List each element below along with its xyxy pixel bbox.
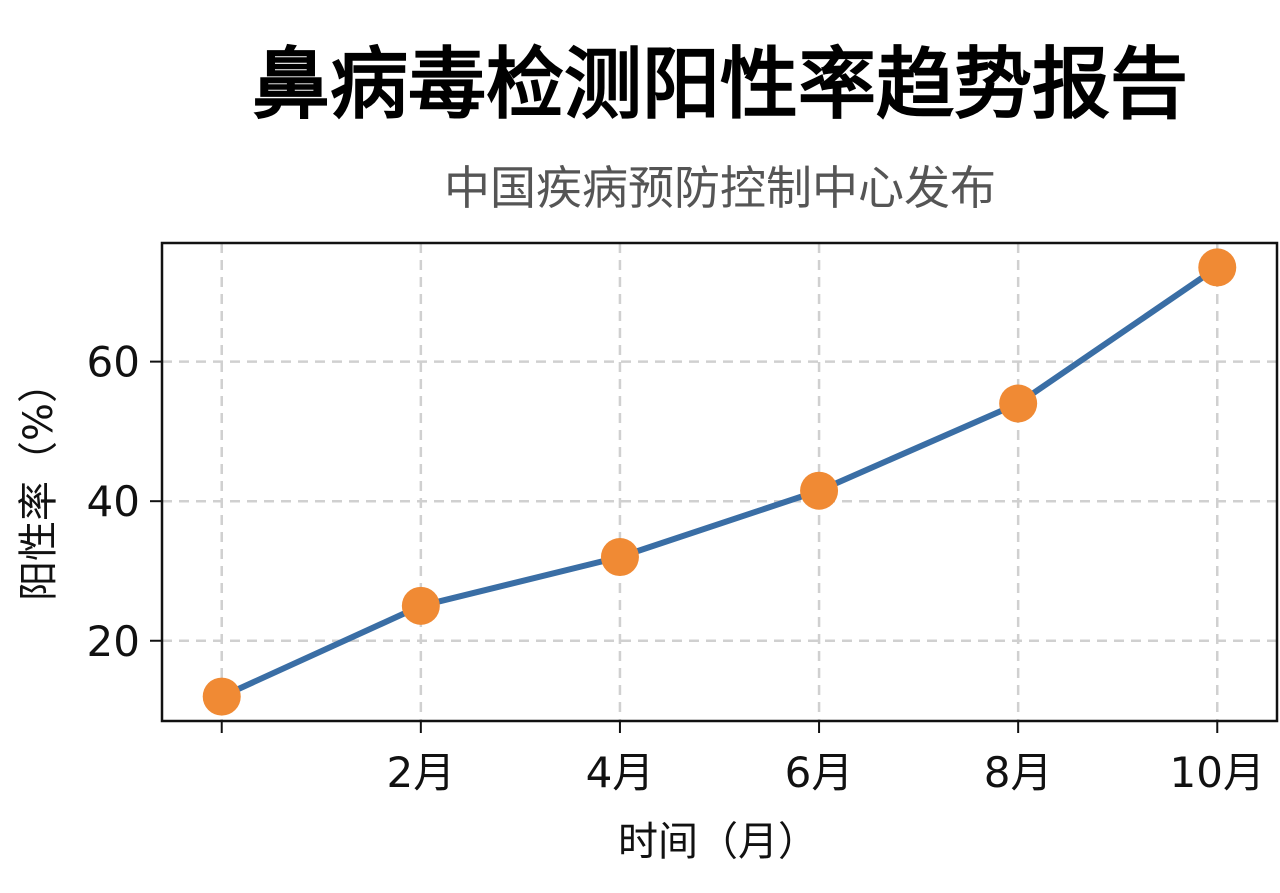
x-ticks: 2月 4月 6月 8月 10月 [220,721,1265,797]
y-axis-label: 阳性率（%） [16,363,62,601]
data-point [202,677,241,716]
data-point [800,471,839,510]
data-point [999,384,1038,423]
x-tick-label: 10月 [1170,748,1265,797]
x-tick-label: 4月 [586,748,655,797]
chart-title: 鼻病毒检测阳性率趋势报告 [251,40,1188,130]
data-point [600,538,639,577]
x-axis-label: 时间（月） [618,819,818,865]
x-tick-label: 8月 [984,748,1053,797]
x-tick-label: 6月 [785,748,854,797]
chart-subtitle: 中国疾病预防控制中心发布 [444,161,996,215]
y-ticks: 20 40 60 [87,338,162,666]
plot-frame [160,241,1279,723]
y-tick-label: 60 [87,338,140,387]
data-points [202,248,1237,716]
y-tick-label: 40 [87,477,140,526]
data-point [1198,248,1237,287]
data-point [401,586,440,625]
grid-lines [162,243,1277,721]
x-tick-label: 2月 [386,748,455,797]
y-tick-label: 20 [87,617,140,666]
series-line [218,264,1221,700]
